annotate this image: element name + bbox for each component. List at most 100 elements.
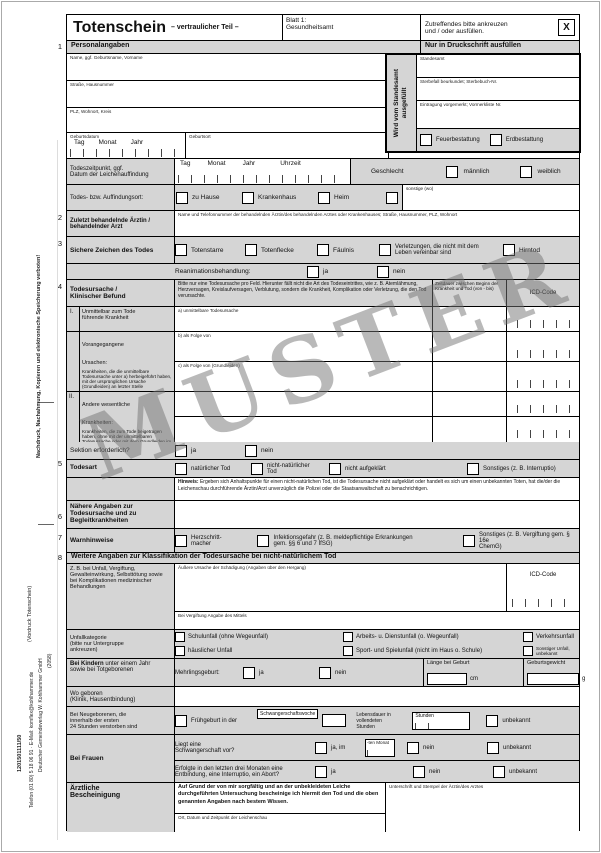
duration-field-b[interactable] bbox=[433, 332, 506, 362]
order-number: 1201501111/50 bbox=[17, 734, 23, 772]
other-place-label: sonstige (wo) bbox=[406, 186, 434, 191]
ort-datum-field[interactable]: Ort, Datum und Zeitpunkt der Leichenscha… bbox=[175, 814, 385, 832]
external-cause-field[interactable]: Äußere Ursache der Schädigung (Angaben ü… bbox=[175, 564, 507, 611]
pregnancy-unknown-checkbox[interactable] bbox=[487, 741, 499, 754]
icd-ticks bbox=[516, 320, 570, 328]
mehrling-yes-checkbox[interactable] bbox=[243, 666, 255, 679]
form-code: (2058) bbox=[47, 653, 53, 668]
mehrling-no-checkbox[interactable] bbox=[319, 666, 331, 679]
infektionsgefahr-checkbox[interactable] bbox=[257, 534, 270, 547]
herzschrittmacher-checkbox[interactable] bbox=[175, 534, 187, 547]
schulunfall-checkbox[interactable] bbox=[175, 632, 185, 642]
sonstiges-warn-checkbox[interactable] bbox=[463, 534, 475, 547]
delivery-no-checkbox[interactable] bbox=[413, 765, 425, 778]
delivery-unknown-checkbox[interactable] bbox=[493, 765, 505, 778]
sonstiger-unfall-checkbox[interactable] bbox=[523, 646, 533, 656]
sektion-yes-checkbox[interactable] bbox=[175, 444, 187, 457]
sektion-no-checkbox[interactable] bbox=[245, 444, 257, 457]
duration-field-e[interactable] bbox=[433, 417, 506, 441]
cause-a-field[interactable]: a) unmittelbare Todesursache bbox=[175, 307, 432, 332]
totenstarre-checkbox[interactable] bbox=[175, 244, 187, 256]
female-checkbox[interactable] bbox=[519, 165, 532, 178]
poison-field[interactable]: Bei Vergiftung Angabe des Mittels bbox=[175, 612, 579, 629]
standesamt-field[interactable]: Standesamt bbox=[417, 55, 579, 78]
icd-field-d[interactable] bbox=[507, 392, 579, 417]
reanimation-no-checkbox[interactable] bbox=[377, 265, 389, 278]
cause-c-field[interactable]: c) als Folge von (Grundleiden) bbox=[175, 362, 432, 392]
icd-field-a[interactable] bbox=[507, 307, 579, 332]
male-checkbox[interactable] bbox=[445, 165, 458, 178]
icd-field-b[interactable] bbox=[507, 332, 579, 362]
faeulnis-checkbox[interactable] bbox=[317, 244, 329, 256]
icd-field-e[interactable] bbox=[507, 417, 579, 441]
other-disease-field-2[interactable] bbox=[175, 417, 432, 441]
stunden-label: Stunden bbox=[415, 712, 434, 719]
laenge-field[interactable] bbox=[427, 673, 467, 685]
woche-field[interactable] bbox=[322, 714, 347, 727]
sonstiges-todesart-checkbox[interactable] bbox=[467, 462, 479, 475]
duration-header: Zeitdauer zwischen Beginn der Krankheit … bbox=[433, 280, 507, 306]
pregnancy-no-checkbox[interactable] bbox=[407, 741, 419, 754]
reanimation-yes-checkbox[interactable] bbox=[307, 265, 319, 278]
signature-field[interactable]: Unterschrift und Stempel der Ärztin/des … bbox=[386, 783, 579, 832]
icd-field-c[interactable] bbox=[507, 362, 579, 392]
cause-b-field[interactable]: b) als Folge von bbox=[175, 332, 432, 362]
icd8-header: ICD-Code bbox=[529, 572, 557, 578]
other-disease-field-1[interactable] bbox=[175, 392, 432, 417]
delivery-yes-checkbox[interactable] bbox=[315, 765, 327, 778]
haeuslich-checkbox[interactable] bbox=[175, 646, 185, 656]
totenflecke-checkbox[interactable] bbox=[245, 244, 257, 256]
duration-field-c[interactable] bbox=[433, 362, 506, 392]
hirntod-checkbox[interactable] bbox=[503, 244, 515, 256]
erdbestattung-label: Erdbestattung bbox=[505, 137, 544, 143]
sportunfall-checkbox[interactable] bbox=[343, 646, 353, 656]
verkehrsunfall-checkbox[interactable] bbox=[523, 632, 533, 642]
duration-field-d[interactable] bbox=[433, 392, 506, 417]
geboren-field[interactable] bbox=[175, 687, 579, 706]
home-checkbox[interactable] bbox=[176, 191, 188, 204]
vordruck-note: (Vordruck Totenschein) bbox=[27, 585, 33, 642]
vorgemerkt-field[interactable]: Eintragung vorgemerkt; Vormerkliste Nr. bbox=[417, 101, 579, 129]
nicht-aufgeklaert-checkbox[interactable] bbox=[329, 462, 341, 475]
heim-checkbox[interactable] bbox=[318, 191, 330, 204]
hospital-checkbox[interactable] bbox=[242, 191, 254, 204]
other-place-checkbox[interactable] bbox=[386, 191, 398, 204]
section-number-7: 7 bbox=[57, 533, 63, 542]
beurkundet-field[interactable]: Sterbefall beurkundet; Sterbebuch-Nr. bbox=[417, 78, 579, 101]
cm-label: cm bbox=[470, 676, 478, 682]
verletzungen-checkbox[interactable] bbox=[379, 244, 391, 256]
stunden-field[interactable]: Stunden bbox=[412, 711, 471, 730]
feuerbestattung-checkbox[interactable] bbox=[420, 134, 432, 146]
doctor-field[interactable]: Name und Telefonnummer der behandelnden … bbox=[175, 211, 579, 236]
fruehgeburt-checkbox[interactable] bbox=[175, 714, 187, 727]
birthdate-field[interactable]: Geburtsdatum Tag Monat Jahr bbox=[67, 133, 186, 158]
roman-two: II. bbox=[67, 392, 80, 442]
arbeitsunfall-checkbox[interactable] bbox=[343, 632, 353, 642]
pregnancy-no-label: nein bbox=[423, 744, 435, 751]
kinder-label-rest1: unter einem Jahr bbox=[103, 661, 151, 667]
monat-field[interactable]: -ten Monat bbox=[365, 738, 395, 757]
newborn-unknown-checkbox[interactable] bbox=[486, 714, 499, 727]
name-field[interactable]: Name, ggf. Geburtsname, Vorname bbox=[67, 54, 389, 80]
gewicht-field[interactable] bbox=[527, 673, 579, 685]
natuerlich-checkbox[interactable] bbox=[175, 462, 187, 475]
nicht-natuerlich-checkbox[interactable] bbox=[251, 462, 263, 475]
deathtime-field[interactable]: Tag Monat Jahr Uhrzeit bbox=[175, 159, 351, 184]
pregnancy-question: Liegt eine Schwangerschaft vor? bbox=[175, 741, 235, 754]
street-field-label: Straße, Hausnummer bbox=[70, 82, 114, 87]
birthplace-field[interactable]: Geburtsort bbox=[186, 133, 389, 158]
section4-title: Todesursache / Klinischer Befund bbox=[67, 280, 175, 306]
sample-x-checkbox[interactable]: X bbox=[558, 19, 575, 36]
dt-day-label: Tag bbox=[180, 160, 191, 167]
pregnancy-yes-checkbox[interactable] bbox=[315, 741, 327, 754]
name-field-label: Name, ggf. Geburtsname, Vorname bbox=[70, 55, 143, 60]
mehrling-yes-label: ja bbox=[259, 669, 264, 676]
duration-field-a[interactable] bbox=[433, 307, 506, 332]
phone-note: Telefon (01 80) 5 18 06 91 · E-Mail: kom… bbox=[29, 671, 35, 808]
erdbestattung-checkbox[interactable] bbox=[489, 134, 502, 146]
city-field[interactable]: PLZ, Wohnort, Kreis bbox=[67, 108, 389, 132]
street-field[interactable]: Straße, Hausnummer bbox=[67, 81, 389, 107]
other-place-field[interactable]: sonstige (wo) bbox=[402, 185, 579, 210]
begleitkrankheiten-field[interactable] bbox=[175, 501, 579, 528]
birthplace-field-label: Geburtsort bbox=[189, 134, 211, 139]
